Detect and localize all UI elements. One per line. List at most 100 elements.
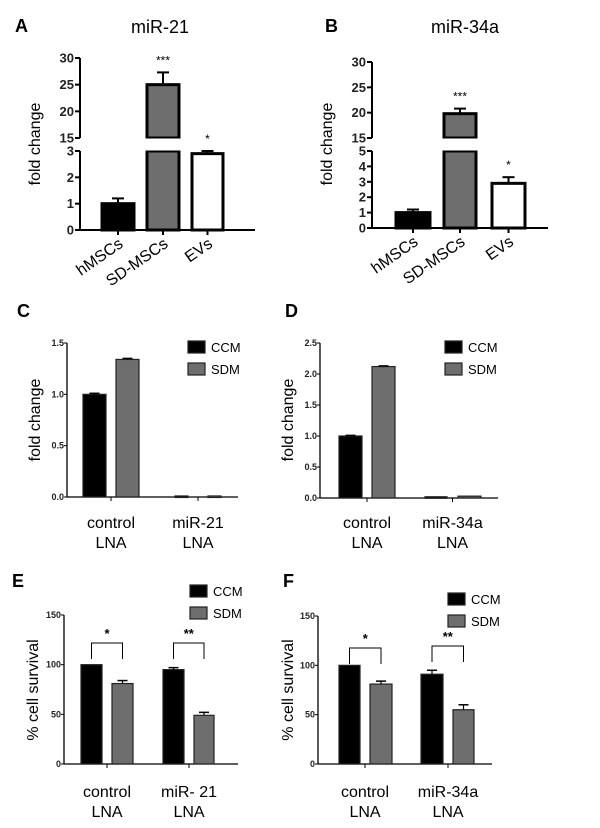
y-tick-label: 0.0	[51, 492, 64, 502]
y-tick-label: 2	[359, 190, 366, 205]
panel-letter: C	[17, 301, 30, 321]
bar-sdm	[371, 365, 396, 499]
significance-bracket	[173, 642, 205, 659]
legend-label-ccm: CCM	[471, 592, 501, 607]
legend-label-sdm: SDM	[471, 614, 500, 629]
significance-marker: *	[363, 631, 369, 646]
significance-marker: **	[443, 629, 454, 644]
panel-f: F % cell survival 0 50 100 150 control LNA * miR-…	[280, 571, 501, 821]
y-tick-label: 150	[300, 611, 315, 621]
x-tick-label-line2: LNA	[349, 804, 380, 821]
significance-marker: *	[205, 132, 210, 146]
legend-swatch-ccm	[444, 340, 463, 354]
bar-ccm	[162, 669, 185, 765]
bar-upper-segment	[442, 112, 478, 140]
bar	[394, 211, 432, 230]
legend-label-sdm: SDM	[211, 362, 240, 377]
bar-sdm	[115, 358, 140, 498]
bar-ccm	[82, 393, 107, 498]
significance-marker: *	[104, 626, 110, 641]
x-tick-label-line2: LNA	[173, 804, 204, 821]
y-axis-label: % cell survival	[280, 639, 297, 740]
x-tick-label-line2: LNA	[182, 535, 213, 552]
y-tick-label: 0.5	[304, 462, 317, 472]
significance-bracket	[91, 642, 123, 659]
legend-swatch-ccm	[447, 592, 466, 606]
y-tick-label: 0.0	[304, 493, 317, 503]
legend-swatch-ccm	[187, 340, 206, 354]
significance-marker: ***	[156, 53, 170, 67]
y-tick-label: 0	[359, 221, 366, 236]
y-tick-label: 5	[359, 144, 366, 159]
y-tick-label: 2.0	[304, 369, 317, 379]
x-tick-label: EVs	[483, 233, 517, 264]
legend-swatch-sdm	[444, 362, 463, 376]
panel-e: E % cell survival 0 50 100 150 control LNA * miR-…	[12, 571, 243, 821]
y-tick-label: 3	[67, 144, 74, 159]
legend-swatch-sdm	[187, 362, 206, 376]
panel-letter: D	[285, 301, 298, 321]
y-tick-label: 20	[352, 105, 366, 120]
bar	[490, 181, 527, 230]
bar-ccm	[338, 664, 361, 765]
bar-ccm	[424, 496, 448, 499]
y-tick-label: 1	[67, 196, 74, 211]
legend-swatch-sdm	[189, 606, 208, 620]
y-tick-label: 3	[359, 174, 366, 189]
legend-label-sdm: SDM	[213, 606, 242, 621]
y-tick-label: 1.5	[51, 338, 64, 348]
y-tick-label: 150	[46, 610, 61, 620]
y-tick-label: 1.0	[304, 431, 317, 441]
x-tick-label-line1: miR-21	[172, 515, 224, 532]
significance-bracket	[349, 647, 382, 664]
y-axis-label: fold change	[319, 103, 336, 186]
x-tick-label-line1: miR-34a	[418, 784, 479, 801]
y-tick-label: 0	[56, 759, 61, 769]
y-tick-label: 0	[310, 759, 315, 769]
legend-swatch-sdm	[447, 614, 466, 628]
x-tick-label-line2: LNA	[91, 804, 122, 821]
bar-sdm	[207, 495, 222, 499]
y-tick-label: 0	[67, 223, 74, 238]
bar-sdm	[193, 714, 215, 765]
bar-sdm	[111, 682, 134, 765]
chart-title: miR-21	[131, 17, 189, 37]
bar-sdm	[452, 709, 475, 765]
bar-ccm	[338, 435, 363, 499]
x-tick-label-line2: LNA	[432, 804, 463, 821]
y-axis-label: fold change	[27, 379, 44, 462]
bar-lower-segment	[145, 149, 181, 232]
y-tick-label: 25	[60, 77, 74, 92]
x-tick-label-line1: miR-34a	[422, 515, 483, 532]
legend-label-ccm: CCM	[213, 584, 243, 599]
bar	[190, 152, 225, 232]
y-axis-label: fold change	[27, 103, 44, 186]
y-tick-label: 30	[352, 55, 366, 70]
significance-bracket	[431, 645, 464, 662]
y-tick-label: 4	[359, 159, 367, 174]
x-tick-label-line1: miR- 21	[161, 784, 217, 801]
legend-label-ccm: CCM	[468, 340, 498, 355]
y-tick-label: 15	[352, 131, 366, 146]
axis-break-gap	[441, 138, 479, 151]
legend-label-ccm: CCM	[211, 340, 241, 355]
y-tick-label: 30	[60, 51, 74, 66]
x-tick-label-line1: control	[87, 515, 135, 532]
y-tick-label: 2.5	[304, 338, 317, 348]
panel-letter: A	[15, 16, 28, 36]
x-tick-label-line1: control	[341, 784, 389, 801]
y-tick-label: 100	[300, 660, 315, 670]
y-axis-label: fold change	[280, 379, 297, 462]
x-tick-label-line1: control	[343, 515, 391, 532]
legend-label-sdm: SDM	[468, 362, 497, 377]
x-tick-label-line2: LNA	[95, 535, 126, 552]
y-tick-label: 0.5	[51, 441, 64, 451]
y-axis-label: % cell survival	[25, 639, 42, 740]
y-tick-label: 100	[46, 660, 61, 670]
x-tick-label-line2: LNA	[351, 535, 382, 552]
